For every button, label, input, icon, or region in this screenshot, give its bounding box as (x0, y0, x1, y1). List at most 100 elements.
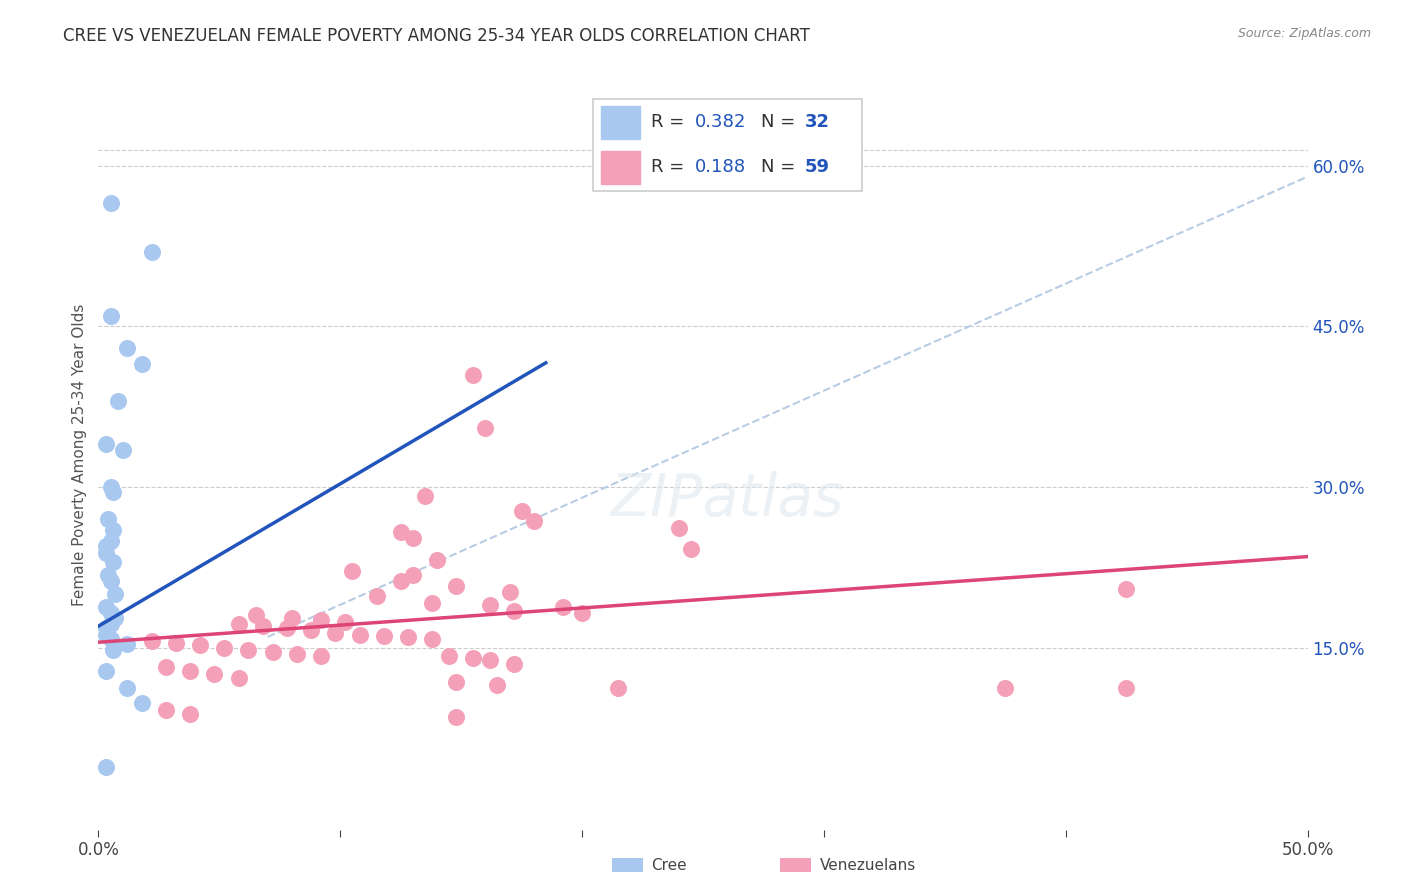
Point (486, 678, 509, 692)
Point (679, 542, 702, 557)
Point (285, 647, 308, 661)
Point (389, 524, 412, 539)
Point (1115, 582, 1137, 596)
Point (131, 357, 153, 371)
Point (228, 617, 250, 632)
Point (111, 442, 134, 457)
Point (446, 674, 468, 689)
Point (141, 244, 163, 259)
Point (333, 615, 356, 629)
Point (100, 480, 122, 494)
Point (1115, 681, 1137, 696)
Point (97, 512, 120, 526)
Point (252, 619, 274, 633)
Point (463, 651, 485, 665)
Point (668, 521, 690, 535)
Point (551, 599, 574, 614)
Point (101, 555, 124, 569)
Point (165, 636, 187, 650)
Point (141, 634, 163, 648)
Point (107, 394, 129, 409)
Point (101, 642, 124, 657)
Text: 0.188: 0.188 (695, 159, 745, 177)
Text: 59: 59 (804, 159, 830, 177)
Point (309, 613, 332, 627)
Point (238, 642, 260, 657)
Point (155, 703, 177, 717)
Text: 32: 32 (804, 113, 830, 131)
Point (104, 587, 127, 601)
Point (479, 653, 502, 667)
Point (420, 632, 443, 646)
Point (179, 664, 201, 678)
Point (94, 664, 117, 678)
Point (413, 489, 436, 503)
Point (342, 564, 364, 578)
Point (155, 660, 177, 674)
Point (276, 621, 298, 635)
Text: R =: R = (651, 113, 690, 131)
Point (101, 523, 124, 537)
Point (228, 671, 250, 685)
FancyBboxPatch shape (593, 99, 862, 191)
Point (446, 578, 468, 592)
Point (402, 532, 425, 546)
Point (479, 598, 502, 612)
Point (262, 645, 284, 659)
Point (204, 667, 226, 681)
Point (510, 503, 533, 517)
Point (101, 485, 124, 500)
Bar (602, 105, 640, 139)
Point (131, 696, 153, 710)
Point (607, 681, 630, 696)
Point (994, 681, 1017, 696)
Bar (602, 151, 640, 185)
Point (503, 604, 526, 618)
Point (100, 309, 122, 323)
Point (97, 567, 120, 582)
Point (100, 196, 122, 211)
Text: N =: N = (761, 159, 800, 177)
Point (94, 539, 117, 553)
Point (474, 421, 496, 435)
Point (366, 589, 388, 603)
Point (94, 599, 117, 614)
Point (281, 610, 304, 624)
Point (503, 657, 526, 671)
Point (212, 640, 235, 655)
Point (94, 437, 117, 451)
Point (299, 624, 322, 638)
Point (94, 760, 117, 774)
Point (420, 596, 443, 610)
Point (498, 585, 520, 599)
Point (349, 628, 371, 642)
Text: Source: ZipAtlas.com: Source: ZipAtlas.com (1237, 27, 1371, 40)
Y-axis label: Female Poverty Among 25-34 Year Olds: Female Poverty Among 25-34 Year Olds (72, 304, 87, 606)
Text: Venezuelans: Venezuelans (820, 858, 915, 872)
Point (245, 608, 267, 623)
Point (94, 621, 117, 635)
Point (309, 649, 332, 664)
Point (402, 567, 425, 582)
Point (100, 617, 122, 632)
Point (179, 706, 201, 721)
Point (100, 632, 122, 646)
Point (396, 630, 419, 644)
Point (571, 607, 593, 621)
Point (94, 628, 117, 642)
Text: Cree: Cree (651, 858, 686, 872)
Point (100, 607, 122, 621)
Point (94, 546, 117, 560)
Text: ZIPatlas: ZIPatlas (610, 471, 844, 528)
Point (100, 533, 122, 548)
Text: R =: R = (651, 159, 690, 177)
Point (188, 639, 211, 653)
Point (426, 553, 449, 567)
Point (373, 629, 395, 643)
Point (437, 649, 460, 664)
Point (446, 710, 468, 724)
Point (104, 610, 127, 624)
Point (117, 681, 139, 696)
Point (325, 625, 347, 640)
Point (117, 637, 139, 651)
